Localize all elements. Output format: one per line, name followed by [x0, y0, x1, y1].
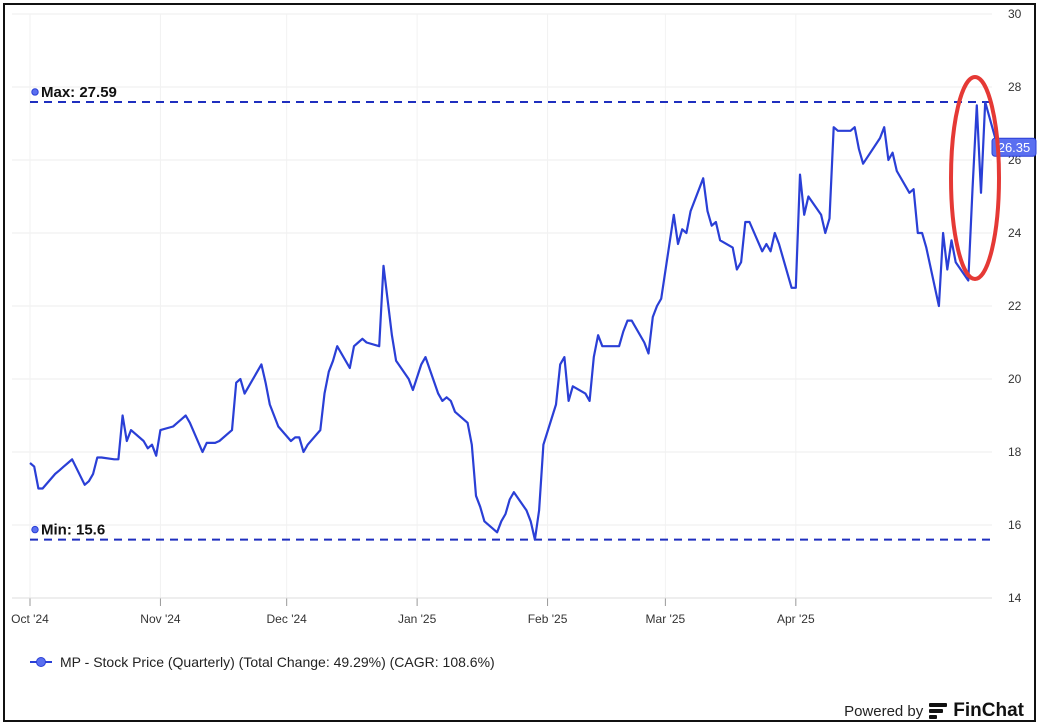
x-tick-label: Nov '24: [140, 612, 181, 626]
chart-frame: [3, 3, 1036, 722]
brand-name: FinChat: [953, 700, 1024, 721]
y-tick-label: 30: [1008, 7, 1022, 21]
highlight-ellipse: [949, 75, 1001, 281]
x-tick-label: Mar '25: [646, 612, 686, 626]
last-value-badge: [991, 137, 1037, 157]
x-tick-label: Apr '25: [777, 612, 815, 626]
min-label: Min: 15.6: [41, 522, 105, 539]
legend[interactable]: MP - Stock Price (Quarterly) (Total Chan…: [30, 652, 495, 672]
max-label: Max: 27.59: [41, 84, 117, 101]
y-tick-label: 22: [1008, 299, 1022, 313]
y-tick-label: 28: [1008, 80, 1022, 94]
legend-label: MP - Stock Price (Quarterly) (Total Chan…: [60, 654, 495, 670]
reference-dot: [31, 525, 39, 534]
brand: Powered by FinChat: [844, 700, 1024, 722]
legend-swatch: [30, 656, 52, 668]
x-tick-label: Jan '25: [398, 612, 437, 626]
x-tick-label: Oct '24: [11, 612, 49, 626]
y-tick-label: 18: [1008, 445, 1022, 459]
y-tick-label: 14: [1008, 591, 1022, 605]
x-tick-label: Dec '24: [267, 612, 308, 626]
y-tick-label: 24: [1008, 226, 1022, 240]
price-line: [29, 100, 999, 541]
last-value-label: 26.35: [998, 140, 1031, 155]
y-tick-label: 20: [1008, 372, 1022, 386]
finchat-logo-icon: [929, 703, 948, 719]
reference-dot: [31, 88, 39, 96]
x-tick-label: Feb '25: [528, 612, 568, 626]
powered-by-text: Powered by: [844, 702, 924, 720]
y-tick-label: 16: [1008, 518, 1022, 532]
